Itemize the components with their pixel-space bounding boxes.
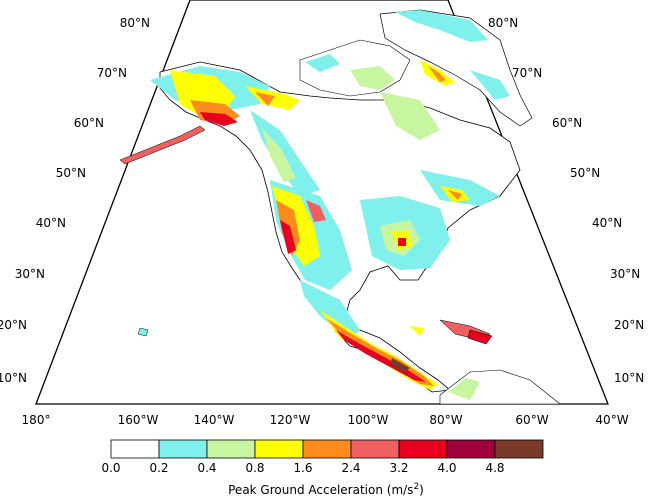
lat-label-right-80: 80°N [488, 16, 518, 30]
lat-label-right-40: 40°N [592, 216, 622, 230]
lon-label-60w: 60°W [515, 413, 548, 427]
colorbar-swatch-6 [398, 439, 448, 459]
lon-label-180: 180° [22, 413, 51, 427]
lat-label-right-30: 30°N [610, 267, 640, 281]
latitude-labels-right: 80°N 70°N 60°N 50°N 40°N 30°N 20°N 10°N [488, 16, 644, 385]
lon-label-120w: 120°W [270, 413, 311, 427]
lat-label-right-60: 60°N [552, 116, 582, 130]
hawaii [137, 327, 149, 337]
colorbar-swatch-5 [350, 439, 400, 459]
longitude-labels: 180° 160°W 140°W 120°W 100°W 80°W 60°W 4… [22, 413, 629, 427]
colorbar-swatch-2 [206, 439, 256, 459]
lon-label-100w: 100°W [348, 413, 389, 427]
latitude-labels-left: 80°N 70°N 60°N 50°N 40°N 30°N 20°N 10°N [0, 16, 150, 385]
colorbar-tick-label: 0.4 [197, 461, 216, 475]
colorbar-tick-labels: 0.0 0.2 0.4 0.8 1.6 2.4 3.2 4.0 4.8 [101, 461, 504, 475]
lat-label-right-20: 20°N [614, 318, 644, 332]
lat-label-left-60: 60°N [74, 116, 104, 130]
colorbar-swatch-1 [158, 439, 208, 459]
colorbar [110, 439, 544, 459]
landmass-layer [119, 9, 561, 405]
lat-label-right-50: 50°N [570, 166, 600, 180]
colorbar-tick-label: 0.0 [101, 461, 120, 475]
lon-label-160w: 160°W [118, 413, 159, 427]
lon-label-80w: 80°W [429, 413, 462, 427]
lat-label-left-70: 70°N [97, 66, 127, 80]
colorbar-swatch-4 [302, 439, 352, 459]
colorbar-swatch-8 [494, 439, 544, 459]
colorbar-swatch-7 [446, 439, 496, 459]
colorbar-tick-label: 2.4 [341, 461, 360, 475]
colorbar-title: Peak Ground Acceleration (m/s2) [228, 482, 424, 497]
colorbar-swatch-0 [110, 439, 160, 459]
north-america-mainland [159, 61, 521, 393]
lat-label-right-10: 10°N [614, 371, 644, 385]
aleutian-islands [119, 125, 206, 165]
lat-label-right-70: 70°N [512, 66, 542, 80]
lat-label-left-30: 30°N [15, 267, 45, 281]
lon-label-40w: 40°W [595, 413, 628, 427]
lon-label-140w: 140°W [194, 413, 235, 427]
lat-label-left-40: 40°N [36, 216, 66, 230]
lat-label-left-80: 80°N [120, 16, 150, 30]
lat-label-left-20: 20°N [0, 318, 27, 332]
colorbar-tick-label: 4.0 [437, 461, 456, 475]
colorbar-tick-label: 4.8 [485, 461, 504, 475]
colorbar-tick-label: 3.2 [389, 461, 408, 475]
lat-label-left-10: 10°N [0, 371, 27, 385]
colorbar-tick-label: 0.8 [245, 461, 264, 475]
colorbar-tick-label: 1.6 [293, 461, 312, 475]
colorbar-swatch-3 [254, 439, 304, 459]
colorbar-tick-label: 0.2 [149, 461, 168, 475]
lat-label-left-50: 50°N [56, 166, 86, 180]
